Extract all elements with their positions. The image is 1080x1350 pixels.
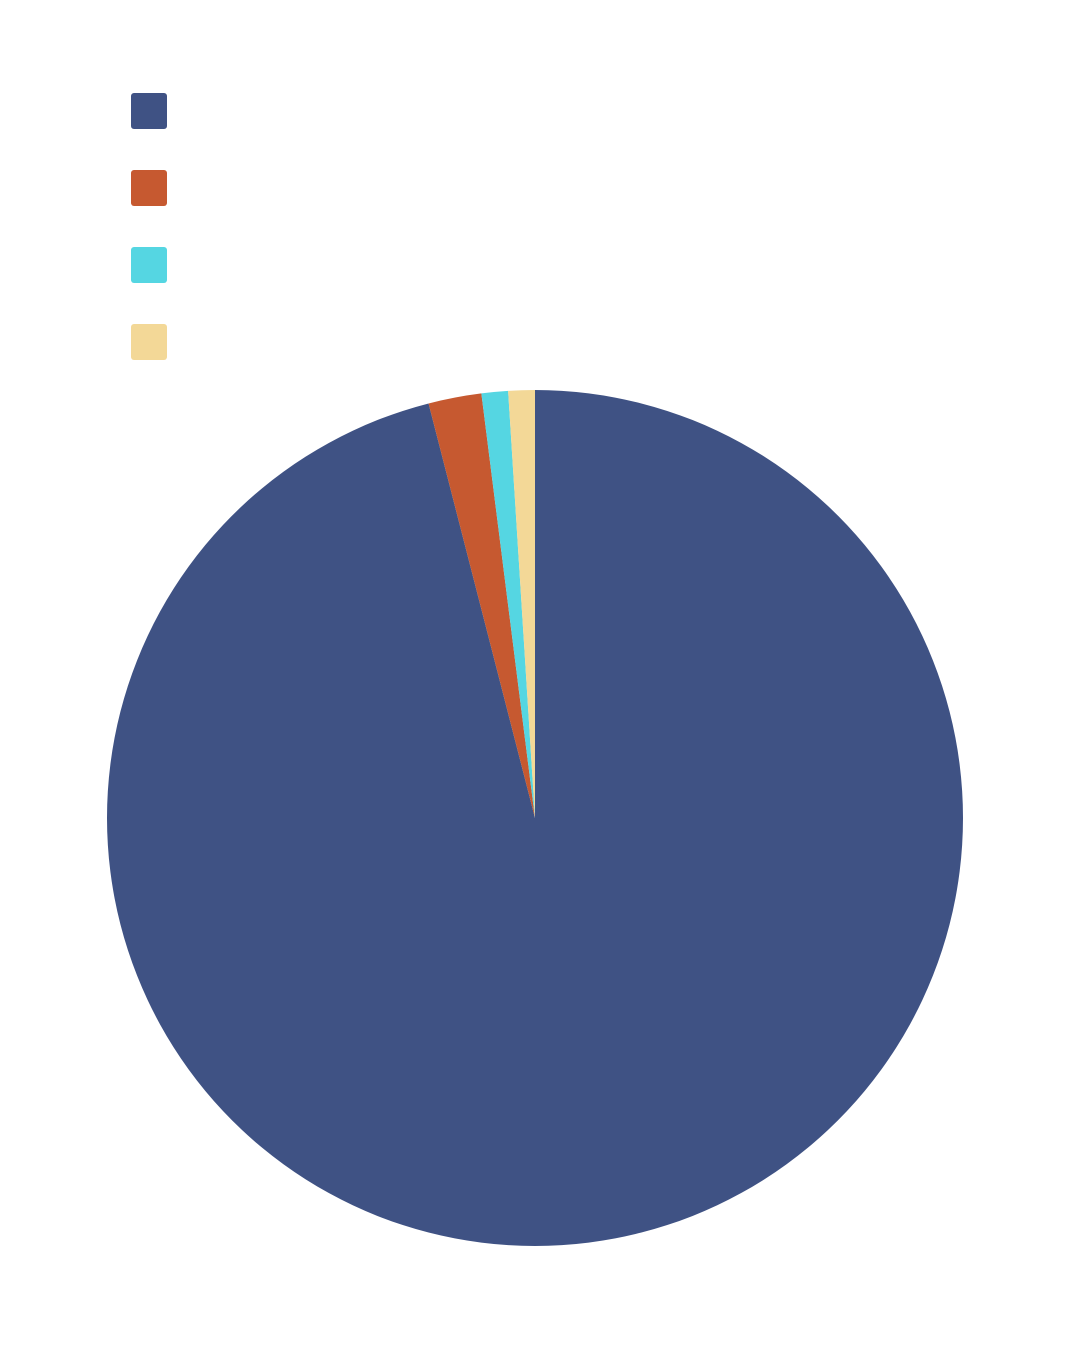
legend-swatch bbox=[131, 324, 167, 360]
pie-slices bbox=[106, 390, 964, 1246]
legend-swatch bbox=[131, 93, 167, 129]
pie-slice-2 bbox=[481, 390, 535, 818]
pie-slice-1 bbox=[428, 393, 535, 818]
legend-item bbox=[131, 170, 181, 206]
legend-swatch bbox=[131, 247, 167, 283]
legend bbox=[131, 93, 181, 401]
pie-slice-3 bbox=[508, 390, 535, 818]
legend-swatch bbox=[131, 170, 167, 206]
legend-item bbox=[131, 324, 181, 360]
legend-item bbox=[131, 247, 181, 283]
legend-item bbox=[131, 93, 181, 129]
